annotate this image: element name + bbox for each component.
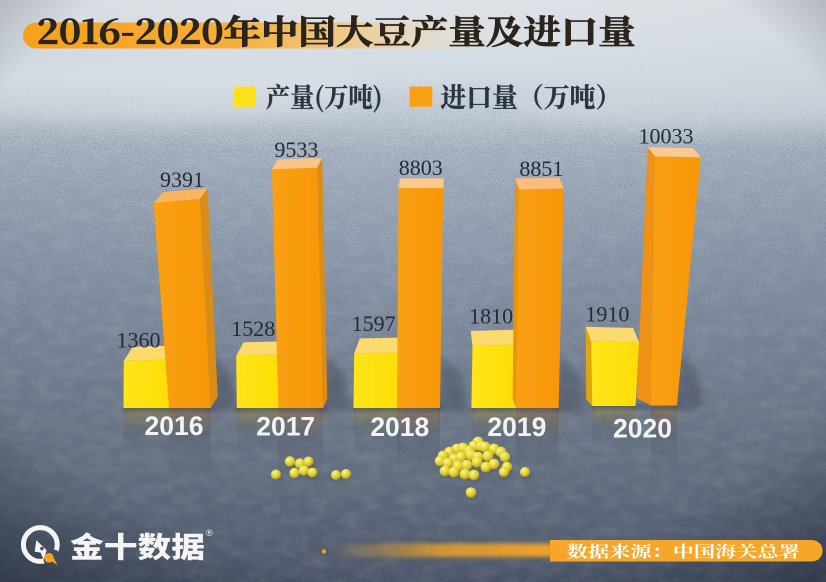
svg-text:2018: 2018: [370, 412, 429, 442]
svg-text:9391: 9391: [160, 167, 204, 192]
svg-text:2016: 2016: [145, 411, 204, 441]
svg-text:2020: 2020: [613, 414, 672, 444]
svg-text:1360: 1360: [117, 328, 161, 353]
svg-text:2017: 2017: [256, 412, 315, 442]
svg-text:1597: 1597: [352, 311, 396, 336]
svg-text:9533: 9533: [274, 137, 318, 162]
svg-text:®: ®: [206, 528, 213, 538]
svg-text:8851: 8851: [519, 156, 563, 181]
svg-text:10033: 10033: [639, 124, 694, 149]
svg-text:2019: 2019: [487, 412, 546, 442]
svg-text:1528: 1528: [231, 316, 275, 341]
svg-text:1910: 1910: [585, 301, 629, 326]
svg-text:1810: 1810: [469, 304, 513, 329]
svg-text:8803: 8803: [399, 155, 443, 180]
